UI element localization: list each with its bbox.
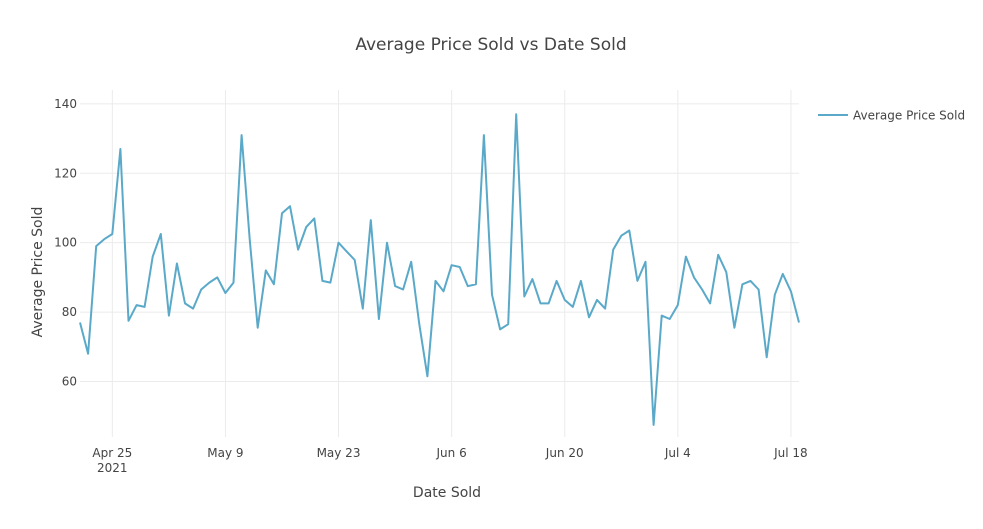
legend[interactable]: Average Price Sold: [818, 109, 965, 123]
x-tick-label: May 9: [207, 446, 243, 460]
y-tick-label: 120: [54, 166, 77, 180]
x-tick-label: Jul 18: [773, 446, 808, 460]
y-tick-label: 140: [54, 97, 77, 111]
x-tick-label: Apr 25: [92, 446, 132, 460]
x-tick-label: May 23: [317, 446, 361, 460]
x-tick-label: Jun 6: [436, 446, 467, 460]
series-layer: [79, 113, 800, 426]
x-tick-sublabel: 2021: [97, 461, 128, 475]
grid: [80, 90, 799, 437]
chart-title: Average Price Sold vs Date Sold: [355, 35, 626, 55]
x-axis-label: Date Sold: [413, 485, 481, 501]
series-line-average-price-sold: [79, 113, 800, 426]
y-tick-label: 80: [62, 305, 77, 319]
y-tick-label: 100: [54, 236, 77, 250]
y-tick-label: 60: [62, 374, 77, 388]
legend-label: Average Price Sold: [853, 109, 965, 123]
x-tick-label: Jul 4: [664, 446, 691, 460]
x-tick-label: Jun 20: [545, 446, 584, 460]
y-axis-label: Average Price Sold: [30, 207, 46, 338]
